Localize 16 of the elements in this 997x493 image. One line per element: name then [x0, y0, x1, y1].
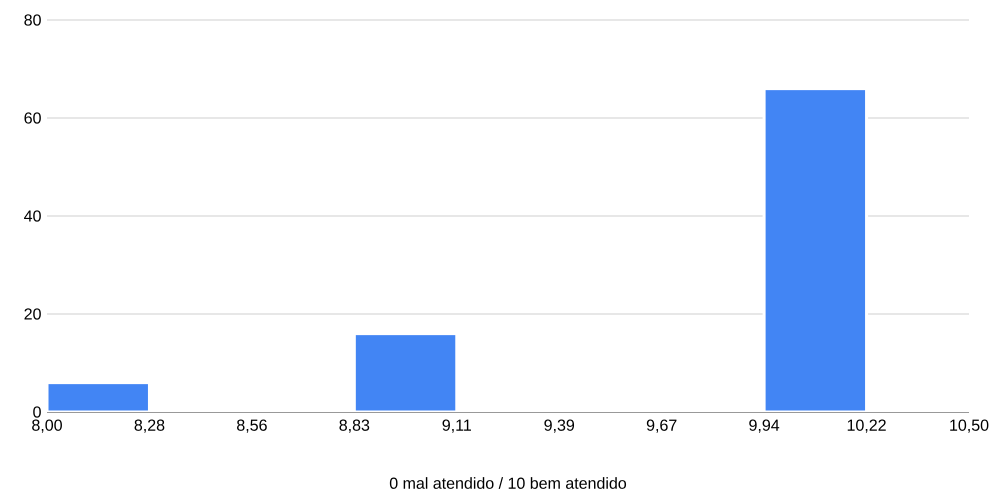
y-tick-label: 40 [24, 210, 41, 222]
x-tick-label: 9,94 [749, 420, 780, 433]
x-tick-label: 9,11 [442, 420, 471, 433]
x-axis-title: 0 mal atendido / 10 bem atendido [390, 477, 626, 489]
y-tick-label: 20 [24, 308, 41, 320]
x-tick-label: 8,56 [237, 420, 267, 433]
x-tick-label: 9,67 [646, 420, 676, 433]
x-tick-label: 10,22 [848, 420, 886, 433]
x-tick-label: 10,50 [950, 420, 988, 433]
y-tick-label: 0 [33, 406, 41, 418]
x-tick-label: 8,28 [134, 420, 164, 433]
y-tick-label: 80 [24, 14, 41, 26]
y-tick-label: 60 [24, 112, 41, 124]
x-tick-label: 9,39 [544, 420, 574, 433]
x-tick-label: 8,00 [32, 420, 62, 433]
x-tick-label: 8,83 [339, 420, 370, 433]
